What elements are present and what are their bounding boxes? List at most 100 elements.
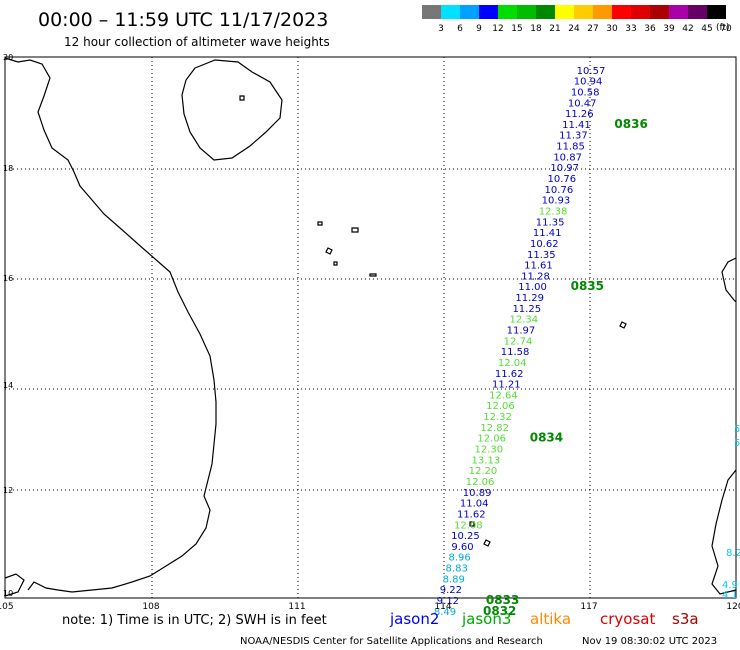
vietnam-coast	[4, 57, 217, 593]
legend-swatch	[460, 5, 479, 19]
swh-reading: 11.04	[460, 499, 489, 510]
edge-track-mark: 5	[734, 424, 740, 435]
footer-credit: NOAA/NESDIS Center for Satellite Applica…	[240, 636, 543, 647]
map-subtitle: 12 hour collection of altimeter wave hei…	[64, 35, 330, 49]
swh-reading: 10.47	[568, 98, 597, 109]
swh-reading: 12.82	[480, 423, 509, 434]
lon-label: 105	[0, 602, 14, 612]
legend-label: 42	[682, 24, 693, 34]
legend-swatch	[612, 5, 631, 19]
swh-reading: 11.35	[527, 250, 556, 261]
legend-label: 12	[492, 24, 503, 34]
lat-label: 16	[3, 274, 13, 283]
swh-reading: 9.60	[451, 542, 473, 553]
swh-reading: 10.93	[542, 196, 571, 207]
swh-reading: 8.49	[434, 607, 456, 618]
swh-reading: 12.34	[510, 315, 539, 326]
swh-reading: 10.76	[547, 174, 576, 185]
track-time: 0834	[530, 431, 563, 445]
swh-reading: 10.97	[550, 163, 579, 174]
legend-label: 30	[606, 24, 618, 34]
swh-reading: 12.74	[504, 336, 533, 347]
swh-reading: 11.85	[556, 142, 585, 153]
swh-reading: 12.08	[454, 520, 483, 531]
lon-label: 117	[580, 602, 597, 612]
track-time: 0835	[571, 279, 604, 293]
legend-swatch	[498, 5, 517, 19]
legend-swatch	[669, 5, 688, 19]
legend-label: 39	[663, 24, 675, 34]
swh-reading: 12.30	[474, 445, 503, 456]
swh-reading: 11.41	[562, 120, 591, 131]
swh-reading: 12.20	[469, 466, 498, 477]
lon-label: 111	[288, 602, 305, 612]
swh-reading: 12.04	[498, 358, 527, 369]
swh-reading: 11.28	[521, 271, 550, 282]
lat-label: 14	[3, 381, 13, 390]
legend-swatch	[631, 5, 650, 19]
legend-swatch	[555, 5, 574, 19]
satellite-legend: jason2 jason3 altika cryosat s3a	[389, 610, 699, 628]
legend-label: 18	[530, 24, 542, 34]
legend-label: 45	[701, 24, 712, 34]
swh-reading: 9.22	[440, 585, 462, 596]
legend-swatch	[688, 5, 707, 19]
lon-label: 114	[434, 602, 451, 612]
swh-reading: 12.38	[539, 206, 568, 217]
swh-reading: 11.29	[515, 293, 544, 304]
legend-label: 33	[625, 24, 636, 34]
swh-reading: 9.12	[437, 596, 459, 607]
swh-reading: 11.41	[533, 228, 562, 239]
swh-reading: 10.94	[574, 77, 603, 88]
swh-reading: 11.37	[559, 131, 588, 142]
swh-reading: 12.06	[466, 477, 495, 488]
legend-swatch	[650, 5, 669, 19]
swh-reading: 8.96	[448, 553, 470, 564]
swh-reading: 12.06	[477, 434, 506, 445]
swh-reading: 11.25	[512, 304, 541, 315]
legend-swatch	[593, 5, 612, 19]
map-title: 00:00 – 11:59 UTC 11/17/2023	[38, 9, 328, 31]
footer-note: note: 1) Time is in UTC; 2) SWH is in fe…	[62, 613, 327, 628]
altimeter-track: 10.5710.9410.5810.4711.2611.4111.3711.85…	[434, 66, 605, 618]
sat-name: jason3	[461, 610, 511, 628]
legend-label: 70	[720, 24, 732, 34]
edge-track-mark: 4.1	[722, 590, 738, 601]
swh-reading: 12.64	[489, 390, 518, 401]
track-time: 0833	[486, 593, 519, 607]
sat-name: jason2	[389, 610, 439, 628]
philippines-coast	[721, 257, 737, 303]
lon-label: 108	[142, 602, 159, 612]
swh-reading: 11.21	[492, 380, 521, 391]
legend-unit: (ft)	[716, 23, 730, 33]
hainan-island	[181, 59, 283, 161]
swh-reading: 12.06	[486, 401, 515, 412]
legend-swatch	[422, 5, 441, 19]
swh-reading: 10.25	[451, 531, 480, 542]
lat-label: 12	[3, 486, 13, 495]
swh-reading: 10.87	[553, 152, 582, 163]
legend-label: 6	[457, 24, 463, 34]
map-frame	[4, 56, 737, 599]
legend-swatch	[441, 5, 460, 19]
lon-label: 120	[726, 602, 740, 612]
track-time: 0836	[614, 117, 647, 131]
edge-track-mark: 5	[734, 438, 740, 449]
legend-label: 9	[476, 24, 482, 34]
legend-swatch	[536, 5, 555, 19]
wave-height-legend: 3 6 9 12 15 18 21 24 27 30 33 36 39 42 45 70	[422, 5, 732, 34]
lat-label: 20	[3, 53, 13, 62]
coastline	[4, 57, 737, 597]
track-time: 0832	[483, 604, 516, 618]
legend-swatch	[574, 5, 593, 19]
swh-reading: 11.62	[457, 509, 486, 520]
latitude-labels: 10 12 14 16 18 20	[3, 53, 13, 598]
legend-swatch	[707, 5, 726, 19]
sat-name: altika	[530, 610, 571, 628]
legend-label: 3	[438, 24, 444, 34]
edge-track-mark: 8.2	[726, 548, 740, 559]
lat-label: 18	[3, 164, 13, 173]
sat-name: cryosat	[600, 610, 655, 628]
